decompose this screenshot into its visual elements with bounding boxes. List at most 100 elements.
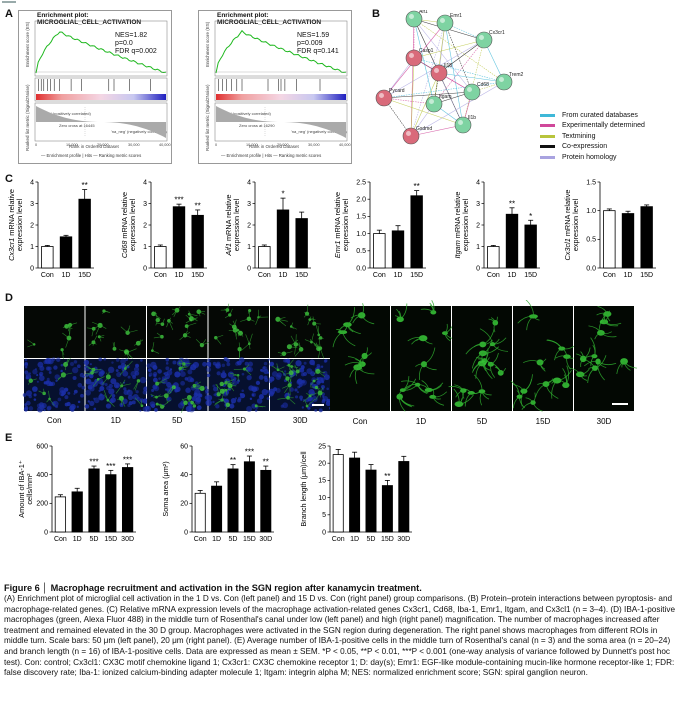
iba1-process	[306, 398, 316, 407]
chart-tick-label: 4	[30, 179, 34, 186]
iba1-process-hi	[422, 338, 433, 345]
iba1-process	[157, 381, 166, 384]
gsea-x-tick: 0	[35, 143, 37, 147]
iba1-cell	[289, 322, 297, 330]
nucleus-dapi	[153, 373, 157, 378]
iba1-soma	[310, 340, 313, 344]
iba1-process-hi	[482, 346, 500, 354]
iba1-process	[312, 316, 315, 324]
nucleus-dapi	[260, 368, 263, 372]
nucleus-dapi	[151, 388, 155, 392]
significance-mark: **	[195, 201, 201, 210]
nucleus-dapi	[23, 407, 28, 412]
iba1-process	[104, 394, 109, 401]
micrograph-tile	[147, 306, 208, 358]
iba1-process	[221, 382, 233, 385]
iba1-process-hi	[481, 391, 490, 400]
iba1-micrographs: Con 1D 5D 15D 30D Con 1D 5D 15D 30D	[22, 300, 637, 426]
iba1-process	[276, 363, 279, 370]
iba1-process	[152, 342, 155, 351]
chart-tick-label: 3	[143, 201, 147, 208]
nucleus-dapi	[39, 371, 44, 376]
nucleus-dapi	[204, 386, 208, 389]
iba1-process	[315, 392, 321, 401]
gsea-nes: NES=1.59	[297, 32, 330, 39]
nucleus-dapi	[258, 374, 264, 380]
iba1-process	[277, 397, 289, 400]
iba1-process	[258, 315, 262, 318]
iba1-cell-hi	[415, 347, 437, 380]
iba1-process	[287, 378, 292, 388]
iba1-process-hi	[399, 303, 408, 320]
bar	[332, 454, 344, 533]
iba1-cell	[214, 334, 224, 345]
network-node-label: Aif1	[419, 10, 428, 15]
gsea-x-tick: 10,000	[66, 143, 78, 147]
iba1-cell-hi	[555, 344, 574, 370]
nucleus-dapi	[284, 370, 287, 373]
chart-y-label-line: Cx3cr1 mRNA relative	[7, 189, 16, 261]
iba1-cell	[307, 316, 316, 326]
nucleus-dapi	[321, 399, 326, 404]
network-edge	[383, 97, 464, 126]
iba1-soma	[91, 367, 96, 372]
nucleus-dapi	[206, 394, 213, 401]
nucleus-dapi	[230, 398, 237, 404]
iba1-process	[284, 384, 290, 394]
category-label: Con	[54, 536, 67, 543]
nucleus-dapi	[105, 403, 112, 409]
nucleus-dapi	[165, 362, 169, 365]
iba1-cell	[38, 388, 46, 396]
iba1-process	[309, 316, 312, 320]
gsea-plot-1d: Enrichment plot: MICROGLIAL_CELL_ACTIVAT…	[18, 10, 172, 164]
network-node-label: Il1b	[468, 115, 476, 121]
category-label: 5D	[367, 536, 376, 543]
gsea-enrichment-curve	[215, 29, 347, 74]
iba1-cell	[277, 392, 296, 405]
iba1-process	[194, 381, 202, 386]
iba1-process-hi	[554, 348, 562, 361]
iba1-process-hi	[364, 352, 372, 357]
iba1-process	[227, 303, 230, 311]
iba1-process	[121, 383, 131, 387]
iba1-process	[290, 335, 297, 345]
nucleus-dapi	[263, 361, 268, 366]
nucleus-dapi	[215, 404, 220, 409]
nucleus-dapi	[321, 380, 325, 384]
iba1-cell	[317, 336, 324, 340]
iba1-process	[310, 380, 315, 386]
network-node-highlight	[406, 131, 411, 136]
chart-y-label: Soma area (μm²)	[161, 461, 170, 516]
iba1-process-hi	[580, 368, 590, 375]
chart-tick-label: 0	[143, 265, 147, 272]
iba1-process-hi	[551, 380, 558, 399]
chart-tick-label: 0.0	[586, 265, 596, 272]
iba1-process-hi	[455, 390, 464, 398]
nucleus-dapi	[199, 394, 202, 397]
iba1-process	[191, 318, 195, 321]
chart-tick-label: 25	[318, 443, 326, 450]
bar	[227, 468, 239, 533]
nucleus-dapi	[318, 408, 323, 413]
iba1-soma	[186, 395, 192, 400]
iba1-cell	[27, 339, 36, 348]
iba1-process	[140, 400, 143, 406]
iba1-cell-hi	[512, 374, 533, 407]
iba1-cell	[237, 330, 244, 337]
network-node-label: Pycard	[389, 88, 405, 94]
gsea-es-frame	[214, 20, 348, 77]
iba1-process-hi	[432, 396, 445, 406]
nucleus-dapi	[139, 376, 147, 384]
gsea-enrichment-curve	[35, 31, 167, 74]
nucleus-dapi	[25, 373, 28, 376]
chart-tick-label: 4	[247, 179, 251, 186]
iba1-process-hi	[355, 359, 363, 365]
chart-y-label-text: mRNA relative	[563, 190, 572, 239]
iba1-process-hi	[484, 351, 488, 362]
nucleus-dapi	[320, 365, 324, 368]
gsea-metric-area	[216, 106, 346, 138]
chart-tick-label: 10	[318, 495, 326, 502]
iba1-soma	[118, 395, 124, 401]
iba1-cell-hi	[535, 378, 559, 399]
